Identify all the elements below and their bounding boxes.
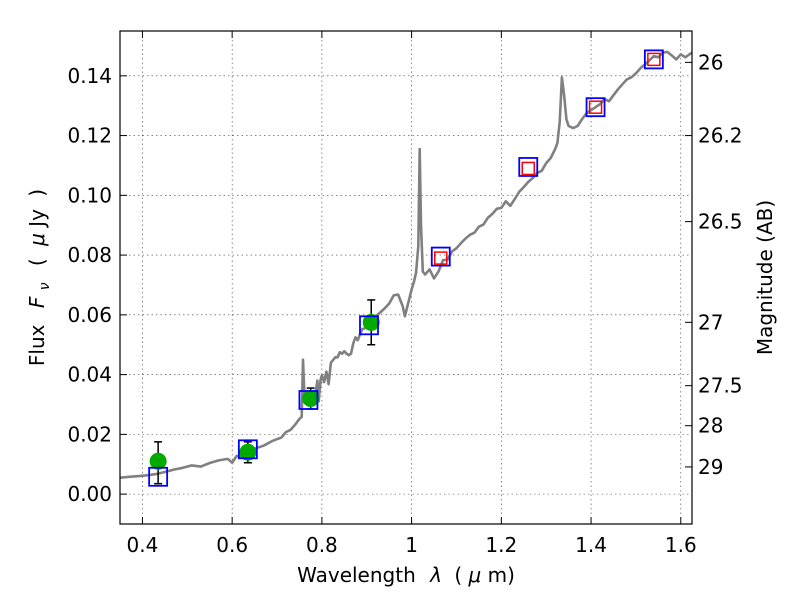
model-flux-square — [518, 157, 539, 177]
y-label-paren-open: ( — [25, 258, 49, 266]
y2-axis-label: Magnitude (AB) — [753, 200, 777, 355]
y2-tick-label: 27 — [698, 310, 723, 334]
y-tick-label: 0.06 — [67, 303, 112, 327]
plot-data — [119, 49, 693, 487]
y-label-f: F — [25, 296, 49, 308]
y-tick-label: 0.08 — [67, 243, 112, 267]
predicted-flux-square — [588, 100, 603, 114]
model-flux-square — [237, 439, 258, 460]
grid-lines — [120, 31, 692, 524]
x-tick-label: 0.4 — [127, 533, 159, 557]
y2-tick-label: 28 — [698, 414, 723, 438]
x-tick-label: 0.6 — [216, 533, 248, 557]
y-tick-label: 0.00 — [67, 482, 112, 506]
plot-frame — [119, 30, 693, 525]
axis-ticks: 0.4 0.6 0.8 1 1.2 1.4 1.6 0.00 0.02 0.04 0.06 0.08 0… — [67, 31, 743, 557]
y-label-jy: Jy — [25, 209, 49, 229]
y2-tick-label: 29 — [698, 455, 723, 479]
observed-flux-point — [239, 443, 257, 461]
x-tick-label: 0.8 — [306, 533, 338, 557]
model-flux-square — [643, 49, 664, 70]
y-label-paren-close: ) — [25, 189, 49, 197]
x-tick-label: 1.4 — [575, 533, 607, 557]
y-tick-label: 0.12 — [67, 124, 112, 148]
x-tick-label: 1 — [405, 533, 418, 557]
y-tick-label: 0.14 — [67, 64, 112, 88]
model-flux-square — [430, 246, 451, 267]
model-flux-square — [585, 97, 606, 118]
y2-tick-label: 26.5 — [698, 210, 743, 234]
model-flux-square — [148, 466, 169, 487]
y-label-mu: μ — [25, 233, 49, 247]
observed-flux-point — [149, 452, 167, 470]
model-flux-square — [359, 315, 379, 336]
model-spectrum-line — [119, 50, 693, 479]
x-tick-label: 1.6 — [665, 533, 697, 557]
observed-flux-point — [362, 313, 380, 331]
x-label-word: Wavelength — [297, 563, 416, 587]
observed-flux-point — [302, 390, 320, 408]
predicted-flux-square — [434, 251, 448, 265]
x-axis-label: Wavelength λ ( μ m) — [297, 563, 515, 587]
y-axis-label: Flux F ν ( μ Jy ) — [25, 189, 54, 366]
x-label-paren: ( — [454, 563, 462, 587]
predicted-flux-square — [647, 52, 661, 67]
x-label-unit: m) — [488, 563, 515, 587]
y2-tick-label: 26 — [698, 50, 723, 74]
y2-tick-label: 27.5 — [698, 374, 743, 398]
x-label-lambda: λ — [429, 563, 442, 587]
y-tick-label: 0.04 — [67, 363, 112, 387]
y-label-nu: ν — [37, 282, 53, 290]
y-label-word: Flux — [25, 324, 49, 366]
y2-tick-label: 26.2 — [698, 124, 743, 148]
model-flux-square — [298, 390, 319, 410]
y-tick-label: 0.02 — [67, 422, 112, 446]
x-tick-label: 1.2 — [485, 533, 517, 557]
predicted-flux-square — [521, 161, 536, 176]
x-label-mu: μ — [468, 563, 482, 587]
y-tick-label: 0.10 — [67, 183, 112, 207]
